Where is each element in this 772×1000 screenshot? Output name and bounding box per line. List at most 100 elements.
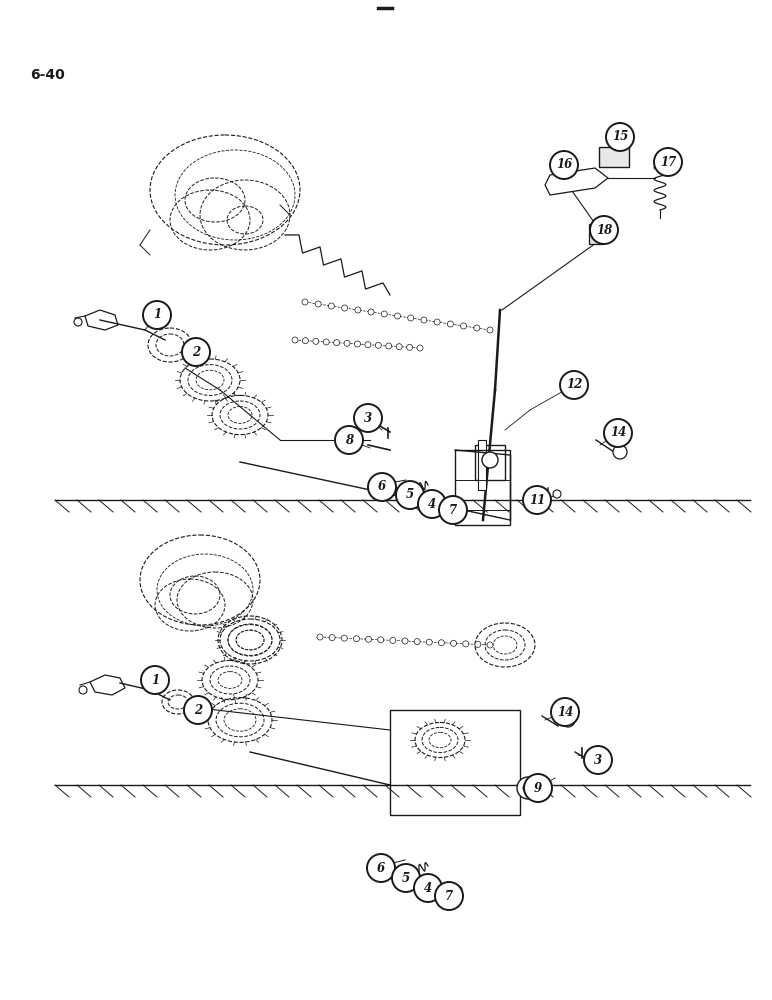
Circle shape [523,783,533,793]
Circle shape [439,496,467,524]
Circle shape [487,642,493,648]
Circle shape [456,501,464,509]
Circle shape [302,299,308,305]
Circle shape [426,639,432,645]
Circle shape [344,340,350,346]
Circle shape [335,426,363,454]
Circle shape [561,713,575,727]
Circle shape [461,323,466,329]
Bar [478,440,486,490]
Circle shape [590,216,618,244]
Circle shape [79,686,87,694]
Circle shape [367,854,395,882]
Circle shape [354,341,361,347]
Circle shape [427,494,443,510]
Circle shape [654,148,682,176]
Circle shape [394,313,401,319]
Circle shape [386,343,391,349]
Circle shape [524,774,552,802]
Text: 2: 2 [194,704,202,716]
Circle shape [368,473,396,501]
Circle shape [454,886,462,894]
Text: 14: 14 [557,706,573,718]
Circle shape [604,419,632,447]
Circle shape [328,303,334,309]
Circle shape [517,777,539,799]
Circle shape [366,636,371,642]
Circle shape [315,301,321,307]
Circle shape [143,301,171,329]
Bar [475,445,505,480]
Circle shape [584,746,612,774]
Circle shape [613,445,627,459]
Text: 5: 5 [406,488,414,502]
Text: 4: 4 [424,882,432,894]
Circle shape [451,640,456,646]
Text: 17: 17 [660,155,676,168]
Circle shape [354,636,360,642]
Circle shape [414,874,442,902]
Text: 6: 6 [378,481,386,493]
Circle shape [141,666,169,694]
Circle shape [74,318,82,326]
Text: 4: 4 [428,497,436,510]
Circle shape [368,309,374,315]
Circle shape [475,641,481,647]
Circle shape [375,342,381,348]
Text: 3: 3 [364,412,372,424]
Text: 6: 6 [377,861,385,874]
Circle shape [381,311,388,317]
Circle shape [396,481,424,509]
Circle shape [303,338,309,344]
Circle shape [474,325,479,331]
Circle shape [292,337,298,343]
Text: 16: 16 [556,158,572,172]
Circle shape [182,338,210,366]
Circle shape [523,486,551,514]
Circle shape [342,305,347,311]
Circle shape [323,339,329,345]
Circle shape [334,340,340,346]
Circle shape [407,344,412,350]
Circle shape [355,307,361,313]
Text: 11: 11 [529,493,545,506]
Text: 8: 8 [345,434,353,446]
Circle shape [329,635,335,641]
Text: 2: 2 [192,346,200,359]
Circle shape [378,637,384,643]
Text: 5: 5 [402,871,410,884]
Text: 1: 1 [151,674,159,686]
Text: 18: 18 [596,224,612,236]
Circle shape [606,123,634,151]
Circle shape [435,882,463,910]
Circle shape [487,327,493,333]
Circle shape [390,637,396,643]
Text: 14: 14 [610,426,626,440]
Circle shape [438,640,445,646]
Circle shape [429,882,435,888]
Circle shape [317,634,323,640]
Text: 9: 9 [534,782,542,794]
Circle shape [392,864,420,892]
Circle shape [184,696,212,724]
Text: 12: 12 [566,378,582,391]
Circle shape [550,151,578,179]
Text: 7: 7 [449,504,457,516]
Circle shape [417,345,423,351]
Text: 15: 15 [612,130,628,143]
Circle shape [462,641,469,647]
FancyBboxPatch shape [599,147,629,167]
Circle shape [414,639,420,645]
Circle shape [421,317,427,323]
Circle shape [365,342,371,348]
Circle shape [313,338,319,344]
Bar [455,450,510,525]
Polygon shape [545,168,608,195]
Text: 7: 7 [445,890,453,902]
Circle shape [341,635,347,641]
Circle shape [447,321,453,327]
Circle shape [418,490,446,518]
Circle shape [424,877,440,893]
Text: 1: 1 [153,308,161,322]
Circle shape [482,452,498,468]
